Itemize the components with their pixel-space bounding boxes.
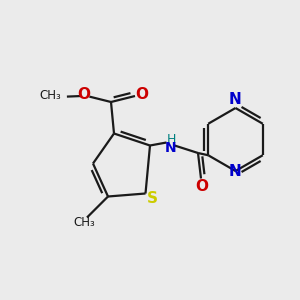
Text: S: S	[147, 191, 158, 206]
Text: H: H	[166, 133, 176, 146]
Text: O: O	[77, 87, 90, 102]
Text: O: O	[135, 87, 148, 102]
Text: N: N	[165, 141, 176, 154]
Text: O: O	[195, 179, 208, 194]
Text: N: N	[229, 92, 242, 107]
Text: CH₃: CH₃	[39, 88, 61, 102]
Text: CH₃: CH₃	[73, 216, 95, 230]
Text: N: N	[229, 164, 242, 178]
